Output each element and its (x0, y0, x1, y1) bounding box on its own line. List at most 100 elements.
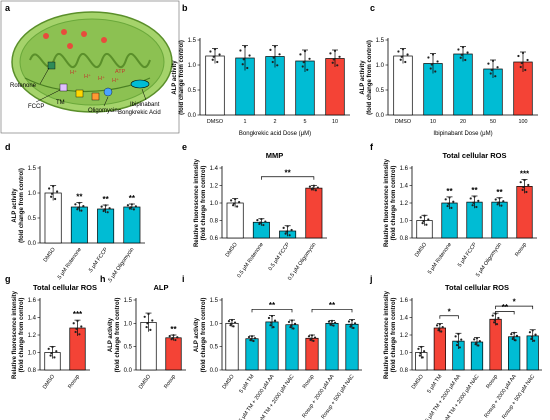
chart-title: Total cellular ROS (445, 283, 509, 292)
data-point (270, 314, 274, 318)
data-point (460, 53, 463, 56)
data-point (272, 326, 275, 329)
oligomycin-label: Oligomycin (88, 108, 118, 114)
data-point (288, 234, 291, 237)
data-point (242, 58, 245, 61)
data-point (452, 200, 455, 203)
data-point (260, 218, 263, 221)
data-point (126, 204, 129, 207)
y-axis-label-sub: (fold change from control) (201, 166, 207, 241)
bar (225, 322, 239, 371)
category-label: 5 μM TM (239, 373, 256, 394)
y-axis-label: ALP activity (108, 317, 114, 352)
data-point (78, 201, 81, 205)
data-point (248, 54, 251, 57)
data-point (50, 352, 53, 355)
data-point (496, 66, 499, 69)
y-tick-label: 0.8 (400, 368, 409, 374)
y-tick-label: 1.0 (400, 351, 409, 357)
category-label: DMSO (395, 119, 411, 125)
data-point (399, 58, 402, 61)
data-point (104, 204, 107, 207)
data-point (233, 321, 237, 324)
y-tick-label: 1.4 (210, 166, 219, 172)
panel-e: e MMP 0.6 0.8 1.0 1.2 1.4 Relative fluorescence… (182, 142, 327, 282)
significance-label: ** (329, 301, 336, 310)
data-point (510, 333, 513, 336)
panel-letter-d: d (5, 142, 11, 152)
bar (325, 322, 339, 371)
x-axis-label: Ibipinabant Dose (μM) (433, 131, 492, 137)
data-point (519, 181, 522, 184)
data-point (353, 322, 357, 325)
bar (70, 206, 88, 244)
data-point (272, 56, 275, 59)
data-point (347, 320, 351, 323)
data-point (459, 56, 462, 59)
data-point (76, 319, 79, 323)
data-point (333, 321, 337, 324)
ros-dot-icon (81, 31, 87, 37)
data-point (429, 67, 432, 70)
y-tick-label: 1.5 (28, 166, 37, 172)
ibipinabant-label: Ibipinabant (130, 102, 160, 108)
y-tick-label: 1.0 (28, 351, 37, 357)
y-tick-label: 0.6 (210, 236, 219, 242)
data-point (427, 218, 430, 221)
data-point (313, 336, 317, 339)
data-point (531, 329, 534, 332)
data-point (303, 50, 307, 53)
y-tick-label: 1.0 (400, 219, 409, 225)
data-point (493, 318, 496, 321)
data-point (269, 48, 272, 52)
data-point (269, 324, 272, 327)
panel-b: b 0.0 0.5 1.0 1.5 ALP activity (fold change fr… (172, 3, 350, 137)
data-point (512, 336, 515, 339)
pointer-line (103, 96, 109, 107)
data-point (74, 203, 77, 206)
data-point (273, 319, 277, 322)
data-point (436, 60, 439, 63)
chart-title: ALP (154, 283, 169, 292)
data-point (530, 337, 533, 341)
category-label: Rosup (163, 374, 177, 390)
category-label: Rosup (514, 242, 528, 258)
data-point (293, 322, 297, 325)
proton-label: H⁺ (98, 75, 105, 82)
bar (123, 206, 141, 244)
data-point (287, 320, 291, 324)
data-point (256, 219, 259, 222)
data-point (129, 206, 132, 209)
data-point (474, 343, 477, 346)
data-point (312, 339, 315, 342)
data-point (252, 339, 255, 343)
panel-j: j Total cellular ROS 0.8 1.0 1.2 1.4 1.6 Relati… (369, 274, 542, 420)
y-axis-label: Relative fluorescence intensity (194, 158, 200, 247)
category-label: 10 (430, 119, 436, 125)
y-axis-label-sub: (fold change from control) (201, 298, 207, 373)
significance-label: ** (129, 194, 136, 203)
data-point (515, 334, 519, 337)
data-point (397, 50, 400, 53)
data-point (494, 198, 497, 201)
data-point (267, 316, 271, 320)
data-point (469, 197, 472, 200)
data-point (176, 336, 179, 339)
data-point (302, 61, 305, 64)
category-label: 5 μM Oligomycin (475, 242, 503, 278)
significance-label: ** (496, 188, 503, 197)
data-point (460, 338, 463, 341)
data-point (491, 59, 495, 63)
data-point (307, 335, 311, 338)
y-tick-label: 1.4 (400, 316, 409, 322)
bar (453, 53, 473, 116)
data-point (108, 207, 111, 210)
data-point (292, 327, 295, 330)
data-point (513, 331, 516, 334)
y-tick-label: 1.5 (188, 38, 197, 44)
proton-label: H⁺ (112, 77, 119, 84)
data-point (425, 223, 428, 226)
data-point (446, 204, 449, 208)
y-tick-label: 1.0 (210, 201, 219, 207)
